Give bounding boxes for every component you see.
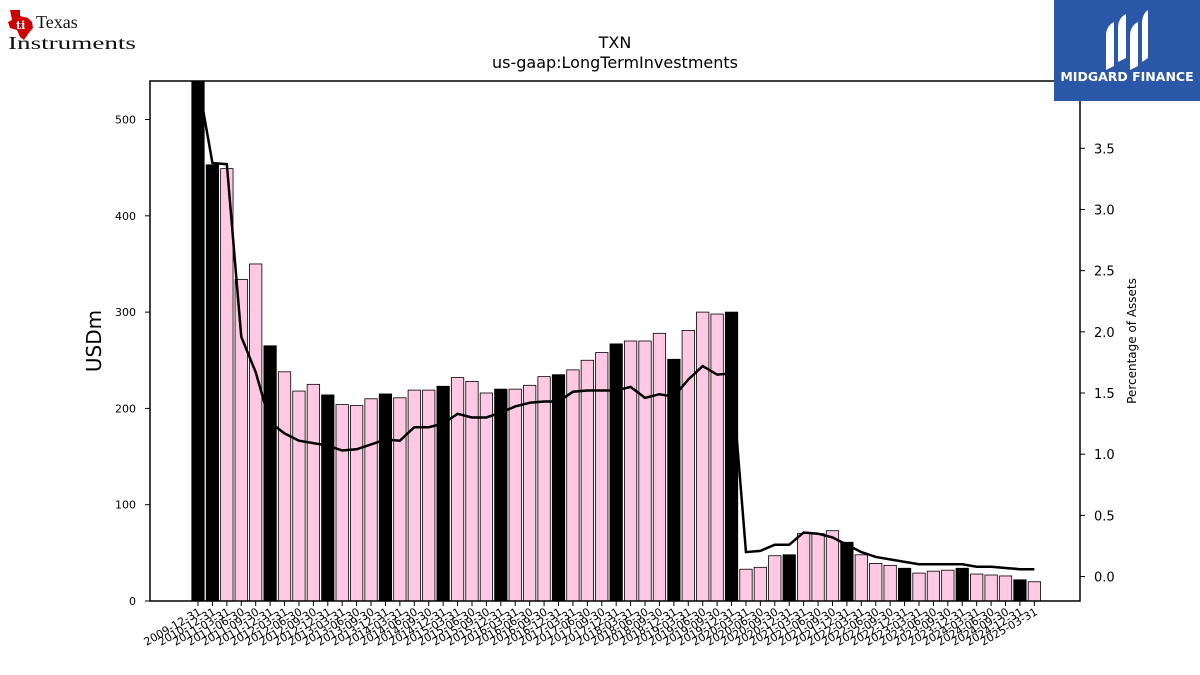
bar-2015-06-30 — [465, 381, 479, 602]
bar-2019-06-30 — [696, 311, 710, 602]
bar-2015-12-31 — [494, 388, 508, 602]
y2-tick-label: 1.5 — [1094, 387, 1115, 402]
texas-instruments-logo: ti Texas Instruments — [8, 10, 136, 53]
y2-tick-label: 0.0 — [1094, 571, 1115, 586]
bar-2024-09-30 — [998, 575, 1013, 602]
bar-2011-03-31 — [220, 168, 234, 602]
bar-2016-09-30 — [537, 376, 551, 602]
svg-text:ti: ti — [16, 19, 25, 32]
bar-2012-12-31 — [321, 394, 335, 602]
bar-2018-06-30 — [638, 340, 652, 602]
bar-2018-09-30 — [652, 332, 667, 602]
y-tick-label: 500 — [115, 114, 136, 127]
y2-tick-label: 2.0 — [1094, 326, 1115, 341]
bar-2020-09-30 — [768, 555, 782, 602]
bar-2015-03-31 — [450, 377, 465, 602]
bar-2012-09-30 — [306, 383, 320, 602]
bar-2023-12-31 — [955, 567, 969, 602]
bar-2023-09-30 — [941, 569, 955, 602]
midgard-m-icon — [1106, 10, 1148, 70]
bar-2020-03-31 — [739, 568, 753, 602]
bar-2024-12-31 — [1013, 579, 1027, 602]
watermark-text: MIDGARD FINANCE — [1060, 69, 1193, 84]
y2-axis: 0.0 0.5 1.0 1.5 2.0 2.5 3.0 3.5 — [1080, 142, 1115, 586]
bar-2014-09-30 — [422, 389, 436, 602]
plot-frame — [149, 80, 1081, 602]
bar-2025-03-31 — [1027, 581, 1041, 602]
y2-tick-label: 1.0 — [1094, 448, 1115, 463]
bar-2021-09-30 — [825, 530, 840, 602]
bar-2022-09-30 — [883, 564, 897, 602]
bar-2016-12-31 — [551, 374, 566, 602]
bar-2011-09-30 — [249, 263, 263, 602]
bar-2013-06-30 — [350, 405, 364, 602]
bar-2015-09-30 — [479, 392, 494, 602]
bar-2020-12-31 — [782, 554, 796, 602]
bar-2020-06-30 — [753, 566, 767, 602]
bar-2021-06-30 — [811, 533, 825, 602]
pct-assets-line — [196, 80, 1035, 571]
bar-2022-06-30 — [869, 563, 883, 602]
y2-tick-label: 2.5 — [1094, 265, 1115, 280]
bar-2024-03-31 — [970, 573, 984, 602]
bar-2012-06-30 — [292, 390, 306, 602]
y2-tick-label: 0.5 — [1094, 509, 1115, 524]
bar-2016-03-31 — [508, 388, 522, 602]
bar-2013-03-31 — [335, 404, 349, 602]
y-tick-label: 300 — [115, 306, 136, 319]
bar-2014-03-31 — [393, 397, 407, 602]
bar-2013-09-30 — [364, 398, 378, 602]
bar-2014-12-31 — [436, 385, 450, 602]
bar-2018-03-31 — [624, 340, 638, 602]
bars — [191, 80, 1041, 602]
bar-2017-06-30 — [580, 359, 594, 602]
bar-2010-12-31 — [205, 164, 220, 602]
y-tick-label: 400 — [115, 210, 136, 223]
bar-2022-03-31 — [854, 554, 868, 602]
y-tick-label: 100 — [115, 499, 136, 512]
x-axis: 2009-12-312010-12-312011-03-312011-06-30… — [142, 601, 1040, 649]
bar-2022-12-31 — [897, 567, 912, 602]
bar-2012-03-31 — [277, 371, 292, 602]
chart-subtitle: us-gaap:LongTermInvestments — [492, 53, 738, 72]
y2-tick-label: 3.0 — [1094, 203, 1115, 218]
logo-text-instruments: Instruments — [8, 33, 136, 53]
bar-2017-03-31 — [566, 369, 580, 602]
bar-2024-06-30 — [984, 574, 998, 602]
bar-2009-12-31 — [191, 80, 205, 602]
y-axis-label: USDm — [82, 310, 106, 372]
y2-tick-label: 3.5 — [1094, 142, 1115, 157]
logo-text-texas: Texas — [36, 12, 78, 32]
bar-2017-12-31 — [609, 343, 623, 602]
chart-title: TXN — [598, 33, 632, 52]
bar-2019-09-30 — [710, 313, 724, 602]
bar-2014-06-30 — [407, 389, 421, 602]
y2-axis-label: Percentage of Assets — [1125, 278, 1139, 404]
bar-2021-03-31 — [797, 533, 811, 602]
y-axis: 0 100 200 300 400 500 — [115, 114, 150, 608]
bar-2021-12-31 — [840, 541, 854, 602]
texas-state-icon: ti — [8, 10, 33, 40]
bar-2019-03-31 — [681, 330, 695, 602]
bar-2023-03-31 — [912, 572, 926, 602]
bar-2011-12-31 — [263, 345, 277, 602]
bar-2023-06-30 — [926, 570, 941, 602]
y-tick-label: 200 — [115, 402, 136, 415]
bar-2019-12-31 — [724, 311, 739, 602]
y-tick-label: 0 — [129, 595, 136, 608]
bar-2016-06-30 — [523, 384, 537, 602]
bar-2013-12-31 — [378, 393, 393, 602]
midgard-finance-watermark: MIDGARD FINANCE — [1054, 0, 1200, 101]
